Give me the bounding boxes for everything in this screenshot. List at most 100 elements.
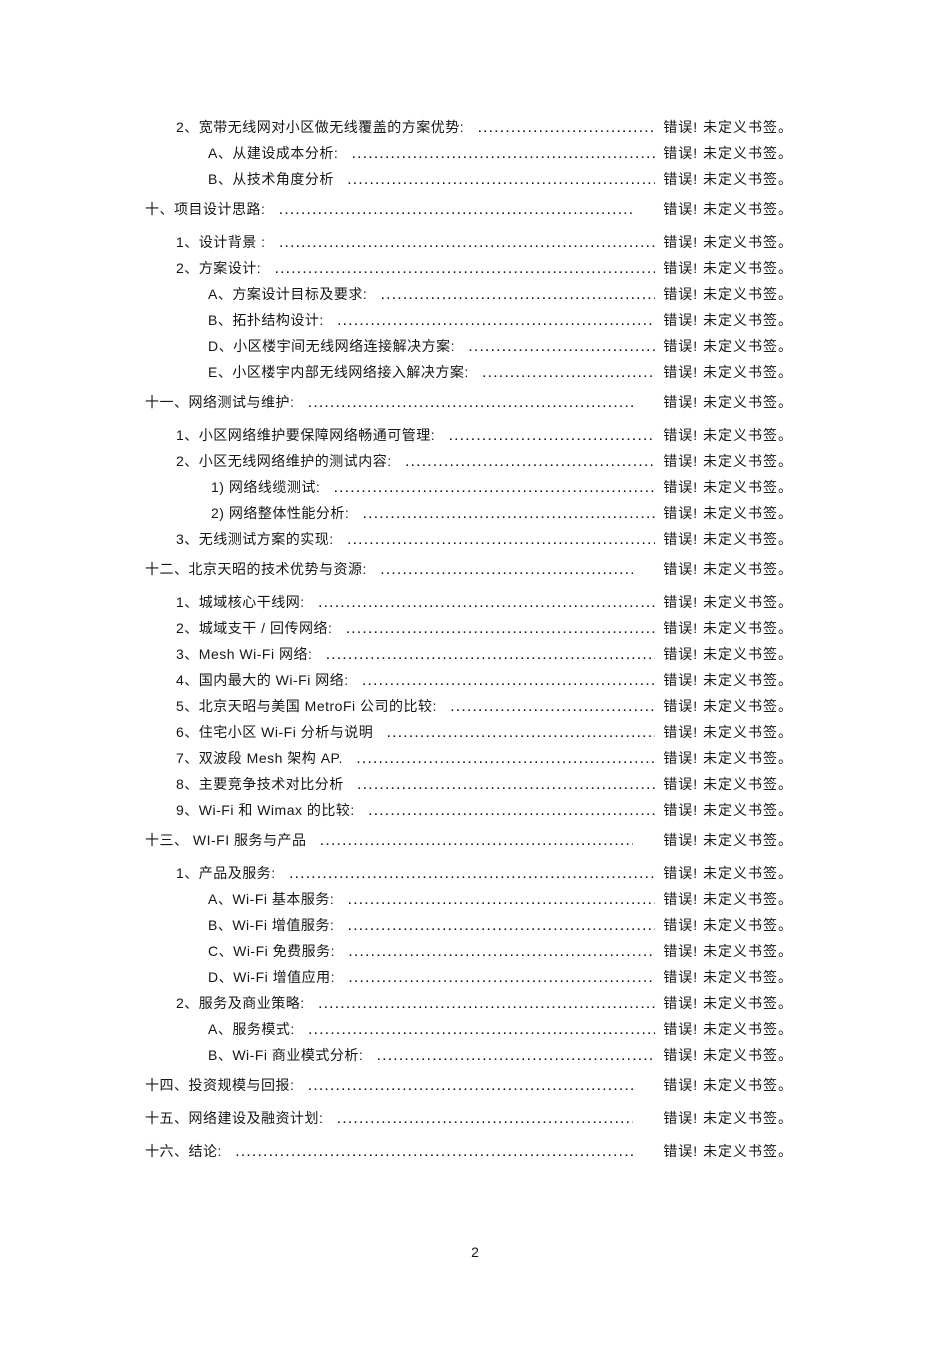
toc-entry-label: 十、项目设计思路: (145, 201, 266, 217)
toc-entry[interactable]: 1、产品及服务:................................… (145, 860, 793, 886)
toc-bookmark-error-text: 错误! 未定义书签。 (663, 364, 793, 380)
toc-dot-leader: ........................................… (346, 624, 655, 636)
toc-bookmark-error-text: 错误! 未定义书签。 (663, 750, 793, 766)
toc-entry-label: 1、设计背景 : (176, 234, 266, 250)
toc-entry[interactable]: B、拓扑结构设计:...............................… (145, 307, 793, 333)
toc-entry[interactable]: 2、方案设计:.................................… (145, 255, 793, 281)
toc-entry[interactable]: 十五、网络建设及融资计划:...........................… (145, 1105, 793, 1131)
toc-entry-label: 2、方案设计: (176, 260, 262, 276)
toc-entry[interactable]: A、服务模式:.................................… (145, 1016, 793, 1042)
toc-entry-label: A、服务模式: (208, 1021, 295, 1037)
toc-dot-leader: ........................................… (405, 457, 656, 469)
toc-bookmark-error-text: 错误! 未定义书签。 (663, 394, 793, 410)
toc-entry[interactable]: E、小区楼宇内部无线网络接入解决方案:.....................… (145, 359, 793, 385)
toc-entry-label: 十三、 WI-FI 服务与产品 (145, 832, 307, 848)
toc-entry[interactable]: 十二、北京天昭的技术优势与资源:........................… (145, 556, 793, 582)
toc-entry[interactable]: 2、小区无线网络维护的测试内容:........................… (145, 448, 793, 474)
toc-entry[interactable]: 7、双波段 Mesh 架构 AP........................… (145, 745, 793, 771)
toc-entry-label: 十四、投资规模与回报: (145, 1077, 295, 1093)
toc-dot-leader: ........................................… (308, 398, 634, 410)
toc-bookmark-error-text: 错误! 未定义书签。 (663, 969, 793, 985)
toc-entry[interactable]: D、小区楼宇间无线网络连接解决方案:......................… (145, 333, 793, 359)
toc-bookmark-error-text: 错误! 未定义书签。 (663, 505, 793, 521)
toc-dot-leader: ........................................… (318, 999, 656, 1011)
toc-dot-leader: ........................................… (348, 921, 655, 933)
toc-entry[interactable]: 3、Mesh Wi-Fi 网络:........................… (145, 641, 793, 667)
toc-bookmark-error-text: 错误! 未定义书签。 (663, 917, 793, 933)
toc-entry[interactable]: 4、国内最大的 Wi-Fi 网络:.......................… (145, 667, 793, 693)
toc-bookmark-error-text: 错误! 未定义书签。 (663, 646, 793, 662)
toc-entry[interactable]: 十三、 WI-FI 服务与产品.........................… (145, 827, 793, 853)
toc-dot-leader: ........................................… (357, 780, 655, 792)
toc-entry-label: 6、住宅小区 Wi-Fi 分析与说明 (176, 724, 374, 740)
toc-bookmark-error-text: 错误! 未定义书签。 (663, 561, 793, 577)
toc-bookmark-error-text: 错误! 未定义书签。 (663, 698, 793, 714)
toc-entry-label: D、Wi-Fi 增值应用: (208, 969, 336, 985)
toc-bookmark-error-text: 错误! 未定义书签。 (663, 1021, 793, 1037)
toc-entry[interactable]: 2、服务及商业策略:..............................… (145, 990, 793, 1016)
toc-entry-label: D、小区楼宇间无线网络连接解决方案: (208, 338, 455, 354)
toc-entry-label: 5、北京天昭与美国 MetroFi 公司的比较: (176, 698, 437, 714)
toc-entry-label: C、Wi-Fi 免费服务: (208, 943, 336, 959)
toc-entry[interactable]: 十六、结论:..................................… (145, 1138, 793, 1164)
toc-entry-label: 3、Mesh Wi-Fi 网络: (176, 646, 313, 662)
toc-dot-leader: ........................................… (348, 895, 655, 907)
toc-entry[interactable]: A、从建设成本分析:..............................… (145, 140, 793, 166)
toc-entry-label: 1) 网络线缆测试: (211, 479, 321, 495)
toc-bookmark-error-text: 错误! 未定义书签。 (663, 479, 793, 495)
toc-entry[interactable]: 9、Wi-Fi 和 Wimax 的比较:....................… (145, 797, 793, 823)
toc-entry[interactable]: 2、城域支干 / 回传网络:..........................… (145, 615, 793, 641)
toc-bookmark-error-text: 错误! 未定义书签。 (663, 594, 793, 610)
toc-entry-label: 2、服务及商业策略: (176, 995, 305, 1011)
toc-bookmark-error-text: 错误! 未定义书签。 (663, 865, 793, 881)
toc-entry-label: 7、双波段 Mesh 架构 AP. (176, 750, 343, 766)
toc-dot-leader: ........................................… (235, 1147, 633, 1159)
toc-bookmark-error-text: 错误! 未定义书签。 (663, 891, 793, 907)
toc-entry[interactable]: D、Wi-Fi 增值应用:...........................… (145, 964, 793, 990)
toc-dot-leader: ........................................… (377, 1051, 656, 1063)
toc-entry[interactable]: 8、主要竞争技术对比分析............................… (145, 771, 793, 797)
toc-entry[interactable]: 5、北京天昭与美国 MetroFi 公司的比较:................… (145, 693, 793, 719)
toc-bookmark-error-text: 错误! 未定义书签。 (663, 1047, 793, 1063)
toc-entry[interactable]: 3、无线测试方案的实现:............................… (145, 526, 793, 552)
toc-dot-leader: ........................................… (356, 754, 655, 766)
toc-dot-leader: ........................................… (308, 1081, 634, 1093)
toc-dot-leader: ........................................… (363, 509, 655, 521)
toc-entry[interactable]: C、Wi-Fi 免费服务:...........................… (145, 938, 793, 964)
toc-entry[interactable]: 十、项目设计思路:...............................… (145, 196, 793, 222)
toc-dot-leader: ........................................… (368, 806, 655, 818)
toc-entry[interactable]: 1、设计背景 :................................… (145, 229, 793, 255)
toc-entry[interactable]: 1) 网络线缆测试:..............................… (145, 474, 793, 500)
toc-entry[interactable]: B、Wi-Fi 增值服务:...........................… (145, 912, 793, 938)
toc-entry[interactable]: B、Wi-Fi 商业模式分析:.........................… (145, 1042, 793, 1068)
table-of-contents: 2、宽带无线网对小区做无线覆盖的方案优势:...................… (145, 114, 793, 1171)
toc-dot-leader: ........................................… (320, 836, 634, 848)
toc-entry[interactable]: 十四、投资规模与回报:.............................… (145, 1072, 793, 1098)
toc-bookmark-error-text: 错误! 未定义书签。 (663, 672, 793, 688)
toc-dot-leader: ........................................… (352, 149, 656, 161)
toc-entry[interactable]: 2、宽带无线网对小区做无线覆盖的方案优势:...................… (145, 114, 793, 140)
toc-dot-leader: ........................................… (347, 535, 656, 547)
toc-entry[interactable]: B、从技术角度分析...............................… (145, 166, 793, 192)
toc-bookmark-error-text: 错误! 未定义书签。 (663, 286, 793, 302)
toc-dot-leader: ........................................… (337, 316, 655, 328)
toc-dot-leader: ........................................… (318, 598, 656, 610)
toc-dot-leader: ........................................… (337, 1114, 633, 1126)
toc-bookmark-error-text: 错误! 未定义书签。 (663, 776, 793, 792)
toc-entry-label: 8、主要竞争技术对比分析 (176, 776, 344, 792)
toc-entry[interactable]: 1、小区网络维护要保障网络畅通可管理:.....................… (145, 422, 793, 448)
toc-entry-label: 十二、北京天昭的技术优势与资源: (145, 561, 367, 577)
toc-bookmark-error-text: 错误! 未定义书签。 (663, 453, 793, 469)
toc-entry[interactable]: A、方案设计目标及要求:............................… (145, 281, 793, 307)
toc-bookmark-error-text: 错误! 未定义书签。 (663, 1077, 793, 1093)
toc-bookmark-error-text: 错误! 未定义书签。 (663, 724, 793, 740)
toc-bookmark-error-text: 错误! 未定义书签。 (663, 119, 793, 135)
toc-bookmark-error-text: 错误! 未定义书签。 (663, 832, 793, 848)
toc-bookmark-error-text: 错误! 未定义书签。 (663, 1143, 793, 1159)
toc-entry-label: E、小区楼宇内部无线网络接入解决方案: (208, 364, 469, 380)
toc-entry[interactable]: 2) 网络整体性能分析:............................… (145, 500, 793, 526)
toc-entry[interactable]: 十一、网络测试与维护:.............................… (145, 389, 793, 415)
toc-entry[interactable]: 6、住宅小区 Wi-Fi 分析与说明......................… (145, 719, 793, 745)
toc-entry[interactable]: A、Wi-Fi 基本服务:...........................… (145, 886, 793, 912)
toc-entry[interactable]: 1、城域核心干线网:..............................… (145, 589, 793, 615)
